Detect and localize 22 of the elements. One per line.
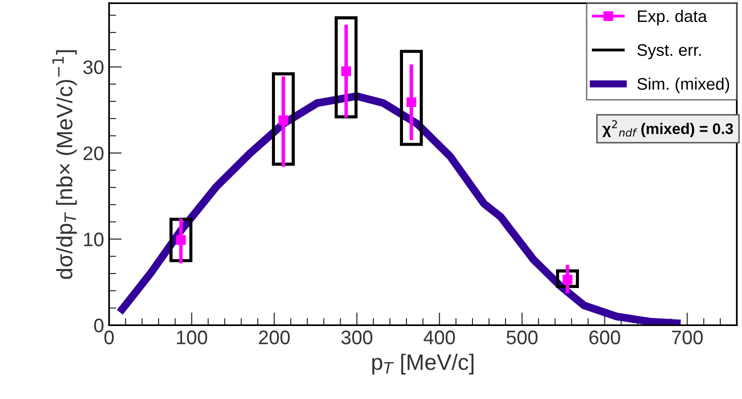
point <box>176 235 186 245</box>
y-axis-title: dσ/dp$_{T}$ [nb× (MeV/c)$^{−1}$] <box>52 50 77 279</box>
legend-label: Syst. err. <box>637 44 701 60</box>
x-tick-label: 100 <box>176 330 208 344</box>
point <box>341 66 351 76</box>
x-axis-title: p$_{T}$ [MeV/c] <box>372 354 474 374</box>
y-tick-label: 30 <box>83 60 104 74</box>
annotation: χ$^{2}$$_{ndf}$ (mixed) = 0.3 <box>602 120 734 138</box>
x-tick-label: 300 <box>341 330 372 344</box>
x-tick-label: 600 <box>589 330 620 344</box>
x-tick-label: 500 <box>506 330 538 344</box>
x-tick-label: 200 <box>259 330 290 344</box>
y-tick-label: 20 <box>84 146 104 160</box>
legend-label: Exp. data <box>638 10 708 26</box>
point <box>278 115 288 126</box>
x-tick-label: 700 <box>672 330 703 344</box>
legend-label: Sim. (mixed) <box>637 78 730 94</box>
x-tick-label: 0 <box>104 330 114 344</box>
y-tick-label: 0 <box>94 318 104 332</box>
y-tick-label: 10 <box>84 232 104 246</box>
point <box>406 97 416 108</box>
x-tick-label: 400 <box>424 330 455 344</box>
